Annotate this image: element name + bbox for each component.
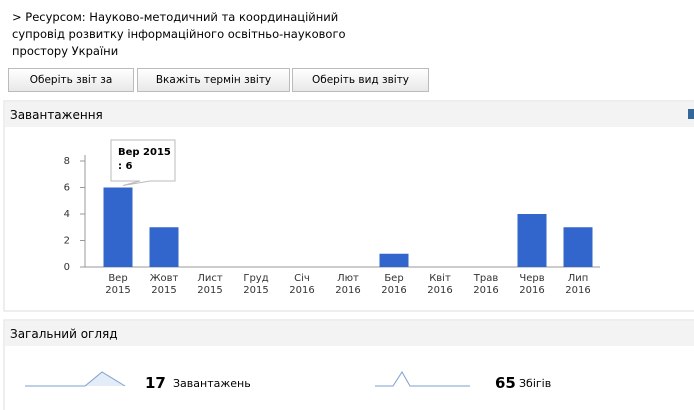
x-tick-label: Груд 2015 [243, 273, 268, 296]
button[interactable]: Оберіть вид звіту [292, 68, 429, 92]
x-tick-label: Трав 2016 [473, 273, 499, 296]
y-tick-label: 0 [64, 262, 70, 273]
x-tick-label: Лист 2015 [197, 273, 223, 296]
tooltip-box [110, 139, 176, 186]
stat-value: 65 [495, 374, 516, 392]
sparkline [375, 371, 470, 387]
x-tick-label: Черв 2016 [519, 273, 544, 296]
bar [517, 214, 547, 267]
x-tick-label: Лют 2016 [335, 273, 360, 296]
y-tick-label: 6 [64, 183, 70, 194]
icon [688, 109, 694, 119]
button[interactable]: Оберіть звіт за [8, 68, 134, 92]
x-tick-label: Вер 2015 [105, 273, 130, 296]
tooltip-value: : 6 [118, 161, 132, 172]
x-tick-label: Січ 2016 [289, 272, 314, 296]
panel-header [5, 321, 694, 346]
stat-label: Збігів [519, 377, 551, 390]
y-tick-label: 4 [64, 209, 70, 220]
sparkline [25, 371, 126, 387]
x-tick-label: Жовт 2015 [150, 273, 179, 296]
header-line: простору України [12, 44, 119, 58]
bar [379, 253, 409, 267]
bar [103, 187, 133, 267]
header-line: > Ресурсом: Науково-методичний та коорди… [12, 10, 339, 24]
x-tick-label: Лип 2016 [565, 273, 590, 296]
panel [3, 319, 694, 410]
header-line: супровід розвитку інформаційного освітнь… [12, 27, 346, 41]
button[interactable]: Вкажіть термін звіту [137, 68, 290, 92]
bar [563, 227, 593, 267]
stat-value: 17 [145, 374, 166, 392]
bar [149, 227, 179, 267]
y-tick-label: 8 [64, 156, 70, 167]
panel-header [5, 102, 694, 127]
tooltip-title: Вер 2015 [118, 147, 171, 158]
panel-title: Завантаження [10, 108, 103, 122]
stat-label: Завантажень [173, 377, 251, 390]
panel-title: Загальний огляд [10, 327, 118, 341]
x-tick-label: Квіт 2016 [427, 272, 452, 296]
panel [3, 100, 694, 312]
x-tick-label: Бер 2016 [381, 273, 406, 296]
y-tick-label: 2 [64, 236, 70, 247]
